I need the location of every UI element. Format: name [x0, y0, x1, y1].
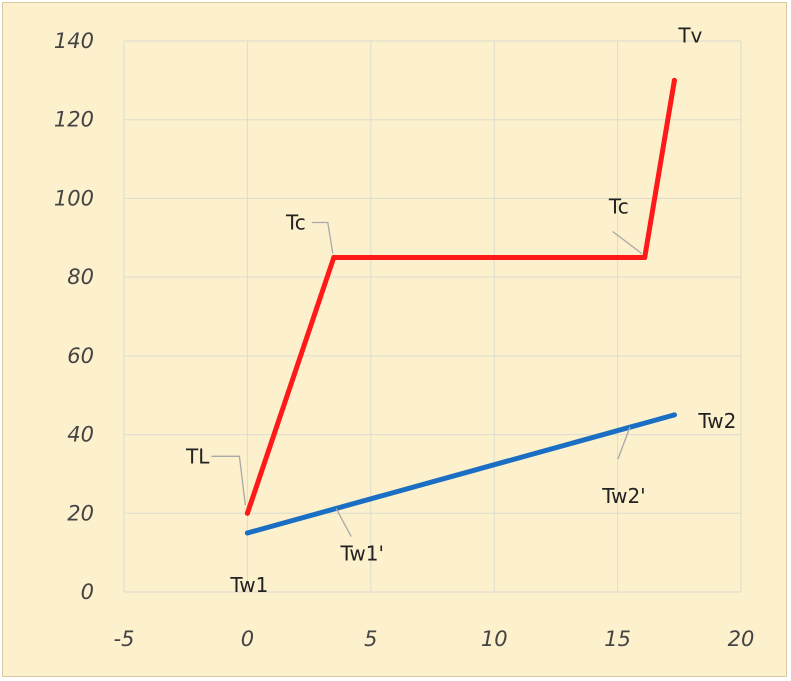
- series-layer: [244, 77, 677, 536]
- annotation-label-tw1: Tw1: [229, 573, 268, 597]
- annotation-leader-tc2: [612, 230, 643, 255]
- series-line-red: [244, 77, 677, 516]
- data-point: [244, 510, 250, 516]
- y-tick-label: 60: [67, 344, 94, 368]
- annotation-leader-tc1: [311, 221, 334, 254]
- data-point: [244, 530, 250, 536]
- y-tick-label: 40: [67, 423, 94, 447]
- annotation-label-tw2: Tw2: [697, 409, 736, 433]
- x-tick-label: 5: [364, 627, 377, 651]
- annotation-label-tw2p: Tw2': [601, 484, 646, 508]
- data-point: [671, 412, 677, 418]
- series-line-blue: [244, 412, 677, 536]
- x-tick-label: 15: [604, 627, 631, 651]
- annotation-leader-tw2p: [617, 426, 631, 460]
- annotation-label-tl: TL: [185, 444, 210, 468]
- data-point: [331, 254, 337, 260]
- leader-layer: [211, 221, 643, 537]
- data-point: [671, 77, 677, 83]
- grid-layer: [123, 40, 742, 593]
- x-tick-label: 20: [728, 627, 755, 651]
- annotation-label-tc2: Tc: [608, 194, 629, 218]
- y-tick-label: 140: [54, 29, 94, 53]
- label-layer: -5 0 5 10 15 20 0 20 40 60 80 100 120 140 TL Tc Tc Tv Tw1 T…: [54, 23, 754, 651]
- x-tick-label: 0: [241, 627, 254, 651]
- chart-svg: -5 0 5 10 15 20 0 20 40 60 80 100 120 140 TL Tc Tc Tv Tw1 T…: [54, 23, 754, 651]
- y-tick-label: 20: [67, 501, 94, 525]
- data-point: [642, 254, 648, 260]
- annotation-leader-tw1p: [335, 508, 352, 537]
- annotation-label-tc1: Tc: [285, 210, 306, 234]
- x-tick-label: -5: [114, 627, 135, 651]
- y-tick-label: 100: [54, 186, 94, 210]
- y-tick-label: 120: [54, 108, 94, 132]
- x-tick-label: 10: [481, 627, 508, 651]
- annotation-label-tv: Tv: [677, 23, 702, 47]
- y-tick-label: 0: [81, 580, 94, 604]
- y-tick-label: 80: [67, 265, 94, 289]
- annotation-leader-tl: [211, 455, 247, 506]
- annotation-label-tw1p: Tw1': [339, 542, 384, 566]
